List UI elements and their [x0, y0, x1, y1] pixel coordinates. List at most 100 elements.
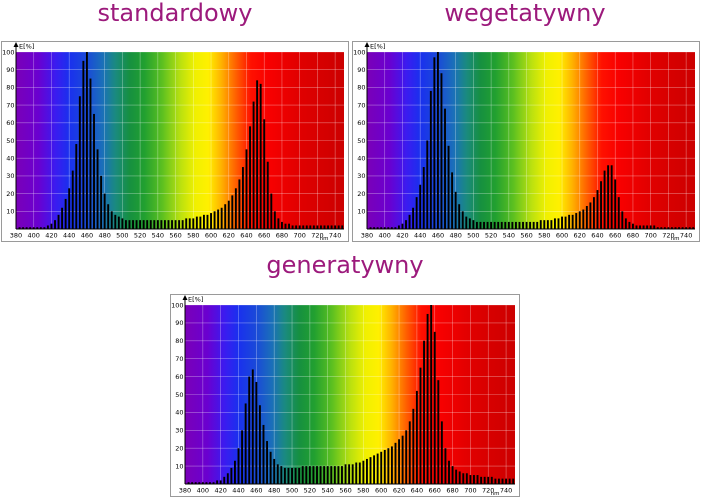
x-axis-label: nm [491, 491, 500, 497]
spectrum-bar [167, 220, 170, 229]
spectrum-bar [487, 476, 490, 484]
spectrum-bar [501, 478, 504, 484]
x-tick-label: 700 [644, 232, 656, 240]
y-tick-label: 20 [6, 190, 14, 198]
spectrum-bar [585, 205, 588, 229]
spectrum-bar [178, 220, 181, 229]
spectrum-bar [36, 227, 39, 229]
spectrum-bar [230, 467, 233, 484]
spectrum-bar [688, 227, 691, 229]
spectrum-bar [341, 466, 343, 484]
x-tick-label: 520 [134, 232, 146, 240]
spectrum-bar [415, 197, 418, 229]
spectrum-bar [532, 221, 535, 229]
x-tick-label: 720 [662, 232, 674, 240]
spectrum-bar [121, 218, 124, 229]
spectrum-bar [277, 218, 280, 229]
spectrum-bar [497, 221, 500, 229]
spectrum-bar [405, 220, 407, 229]
spectrum-bar [436, 52, 439, 229]
spectrum-bar [248, 376, 251, 484]
spectrum-bar [610, 165, 613, 229]
x-tick-label: 480 [268, 487, 280, 495]
spectrum-bar [505, 478, 508, 484]
spectrum-bar [270, 193, 273, 229]
spectrum-bar [394, 442, 397, 484]
spectrum-bar [461, 211, 464, 229]
spectrum-bar [255, 381, 258, 484]
spectrum-bar [124, 220, 127, 229]
spectrum-bar [380, 227, 383, 229]
y-tick-label: 70 [6, 101, 14, 109]
spectrum-bar [369, 457, 372, 484]
y-tick-label: 60 [6, 119, 14, 127]
spectrum-bar [202, 214, 205, 229]
spectrum-bar [656, 227, 659, 229]
spectrum-bar [18, 227, 21, 229]
spectrum-bar [575, 213, 578, 229]
spectrum-bar [490, 221, 493, 229]
spectrum-bar [135, 220, 138, 229]
x-tick-label: 740 [680, 232, 692, 240]
spectrum-bar [201, 482, 204, 484]
spectrum-bar [448, 460, 450, 484]
x-tick-label: 480 [98, 232, 110, 240]
y-tick-label: 40 [175, 409, 183, 417]
spectrum-background [367, 52, 695, 229]
spectrum-bar [269, 451, 272, 484]
spectrum-bar [323, 225, 326, 229]
x-tick-label: 420 [214, 487, 226, 495]
y-tick-label: 90 [175, 319, 183, 327]
spectrum-bar [187, 482, 190, 484]
x-tick-label: 620 [223, 232, 235, 240]
spectrum-bar [518, 221, 521, 229]
spectrum-bar [642, 225, 645, 229]
spectrum-bar [191, 482, 194, 484]
spectrum-bar [405, 430, 408, 484]
spectrum-bar [302, 225, 305, 229]
spectrum-bar [437, 380, 440, 484]
spectrum-bar [507, 221, 510, 229]
spectrum-bar [298, 467, 301, 484]
spectrum-bar [423, 340, 425, 484]
x-tick-label: 440 [414, 232, 426, 240]
spectrum-bar [71, 170, 74, 229]
x-tick-label: 660 [609, 232, 621, 240]
spectrum-bar [22, 227, 25, 229]
spectrum-bar [244, 403, 247, 484]
spectrum-bar [380, 451, 383, 484]
spectrum-bar [444, 108, 446, 229]
y-tick-label: 100 [353, 48, 365, 56]
spectrum-bar [454, 191, 457, 229]
chart-title-standardowy: standardowy [97, 0, 253, 27]
spectrum-bar [68, 188, 71, 229]
spectrum-bar [419, 367, 422, 484]
spectrum-bar [504, 221, 507, 229]
spectrum-bar [39, 227, 42, 229]
spectrum-bar [281, 221, 283, 229]
spectrum-bar [376, 227, 379, 229]
y-axis-label: E[%] [370, 43, 385, 51]
spectrum-bar [174, 220, 177, 229]
spectrum-bar [671, 227, 673, 229]
spectrum-bar [539, 220, 542, 229]
spectrum-bar [603, 170, 606, 229]
y-axis-arrow [182, 295, 188, 300]
spectrum-bar [383, 227, 386, 229]
spectrum-bar [571, 214, 574, 229]
spectrum-bar [188, 218, 191, 229]
spectrum-bar [276, 464, 279, 484]
y-tick-label: 90 [357, 66, 365, 74]
spectrum-bar [582, 209, 585, 229]
spectrum-bar [75, 144, 78, 229]
spectrum-bar [288, 223, 290, 229]
spectrum-bar [291, 467, 293, 484]
spectrum-bar [426, 313, 429, 484]
x-tick-label: 600 [375, 487, 387, 495]
spectrum-bar [376, 453, 379, 484]
spectrum-bar [462, 473, 465, 484]
x-tick-label: 540 [321, 487, 333, 495]
spectrum-bar [224, 204, 227, 229]
spectrum-bar [54, 220, 56, 229]
spectrum-bar [298, 225, 301, 229]
